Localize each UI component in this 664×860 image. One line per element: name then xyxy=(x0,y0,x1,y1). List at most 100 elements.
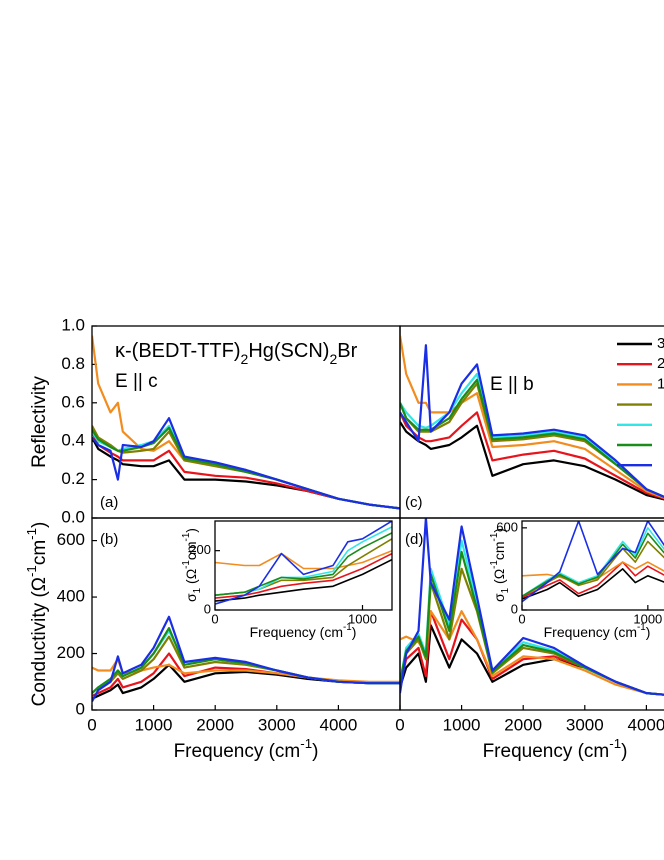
x-tick-label: 1000 xyxy=(348,611,377,626)
y-axis-label-part: -1 xyxy=(489,560,500,569)
series-line xyxy=(92,425,400,510)
x-tick-label: 0 xyxy=(395,715,404,734)
annotation: (c) xyxy=(405,494,423,511)
y-axis-label-part: (Ω xyxy=(183,569,199,588)
x-axis-label-part: Frequency (cm xyxy=(483,741,610,762)
series-line xyxy=(522,540,664,598)
x-tick-label: 2000 xyxy=(196,715,234,734)
plot-area xyxy=(92,615,400,703)
series-line xyxy=(400,411,664,500)
y-tick-label: 400 xyxy=(57,587,85,606)
x-axis-label-part: ) xyxy=(352,624,357,640)
series-line xyxy=(215,552,392,599)
chart-title-part: Hg(SCN) xyxy=(248,340,329,362)
annotation: E || b xyxy=(490,374,534,395)
y-axis-label-part: Reflectivity xyxy=(29,376,50,468)
x-tick-label: 4000 xyxy=(319,715,357,734)
annotation: E || c xyxy=(115,371,158,392)
x-axis-label-part: -1 xyxy=(609,736,621,751)
series-line xyxy=(92,426,400,510)
y-tick-label: 0.8 xyxy=(61,354,85,373)
series-line xyxy=(400,421,664,501)
x-axis-label-part: Frequency (cm xyxy=(544,624,637,640)
y-tick-label: 200 xyxy=(57,643,85,662)
y-axis-label-part: cm xyxy=(29,540,50,565)
plot-area xyxy=(400,335,664,501)
y-axis-label: σ1 (Ω-1cm-1) xyxy=(489,528,511,602)
x-axis-label: Frequency (cm-1) xyxy=(483,736,628,762)
annotation: (b) xyxy=(100,531,118,548)
y-axis-label-part: Conductivity (Ω xyxy=(29,577,50,706)
y-axis-label-part: -1 xyxy=(489,533,500,542)
y-tick-label: 0.6 xyxy=(61,392,85,411)
x-axis-label-part: ) xyxy=(312,741,318,762)
x-tick-label: 0 xyxy=(518,611,525,626)
y-axis-label: σ1 (Ω-1cm-1) xyxy=(181,528,203,602)
x-axis-label-part: ) xyxy=(646,624,651,640)
chart-title-part: 2 xyxy=(241,351,249,367)
x-axis-label: Frequency (cm-1) xyxy=(174,736,319,762)
x-axis-label: Frequency (cm-1) xyxy=(250,622,357,640)
plot-area xyxy=(92,335,400,510)
x-tick-label: 1000 xyxy=(633,611,662,626)
series-line xyxy=(92,424,400,510)
series-line xyxy=(400,378,664,499)
y-axis-label-part: cm xyxy=(183,541,199,560)
series-line xyxy=(400,518,664,696)
series-line xyxy=(215,558,392,602)
annotation: (d) xyxy=(405,531,423,548)
legend-label: 2 xyxy=(657,355,664,372)
plot-area xyxy=(400,518,664,696)
series-line xyxy=(400,344,664,499)
y-axis-label-part: σ xyxy=(183,593,199,602)
y-tick-label: 200 xyxy=(189,542,211,557)
series-line xyxy=(92,615,400,703)
series-line xyxy=(92,417,400,510)
x-tick-label: 3000 xyxy=(258,715,296,734)
chart-title-part: Br xyxy=(337,340,357,362)
series-line xyxy=(215,532,392,596)
y-axis-label-part: ) xyxy=(183,528,199,533)
y-axis-label: Reflectivity xyxy=(29,376,50,468)
plot-area xyxy=(215,521,392,605)
chart-title: κ-(BEDT-TTF)2Hg(SCN)2Br xyxy=(115,340,358,366)
y-axis-label-part: (Ω xyxy=(491,569,507,588)
x-tick-label: 0 xyxy=(87,715,96,734)
y-axis-label-part: 1 xyxy=(500,588,511,593)
x-axis-label-part: Frequency (cm xyxy=(250,624,343,640)
y-axis-label-part: -1 xyxy=(24,565,39,577)
series-line xyxy=(92,635,400,694)
x-tick-label: 3000 xyxy=(566,715,604,734)
x-axis-label-part: -1 xyxy=(300,736,312,751)
series-line xyxy=(522,561,664,599)
y-axis-label-part: σ xyxy=(491,593,507,602)
y-tick-label: 0.4 xyxy=(61,431,85,450)
y-axis-label: Conductivity (Ω-1cm-1) xyxy=(24,522,50,707)
y-axis-label-part: -1 xyxy=(181,560,192,569)
x-tick-label: 1000 xyxy=(443,715,481,734)
series-line xyxy=(522,521,664,603)
y-tick-label: 0 xyxy=(76,699,85,718)
plot-area xyxy=(522,521,664,603)
y-tick-label: 600 xyxy=(57,530,85,549)
y-tick-label: 0 xyxy=(511,601,518,616)
y-tick-label: 0 xyxy=(204,601,211,616)
plot-frame xyxy=(214,520,393,611)
y-axis-label-part: ) xyxy=(29,522,50,528)
y-tick-label: 1.0 xyxy=(61,315,85,334)
y-axis-label-part: -1 xyxy=(24,528,39,540)
y-axis-label-part: 1 xyxy=(192,588,203,593)
plot-frame xyxy=(399,517,664,711)
series-line xyxy=(522,561,664,584)
y-tick-label: 0.0 xyxy=(61,507,85,526)
x-tick-label: 4000 xyxy=(627,715,664,734)
y-axis-label-part: ) xyxy=(491,528,507,533)
series-line xyxy=(215,521,392,605)
series-line xyxy=(215,549,392,570)
chart-title-part: 2 xyxy=(329,351,337,367)
y-tick-label: 600 xyxy=(496,519,518,534)
legend-label: 1 xyxy=(657,375,664,392)
series-line xyxy=(215,526,392,596)
series-line xyxy=(522,568,664,600)
